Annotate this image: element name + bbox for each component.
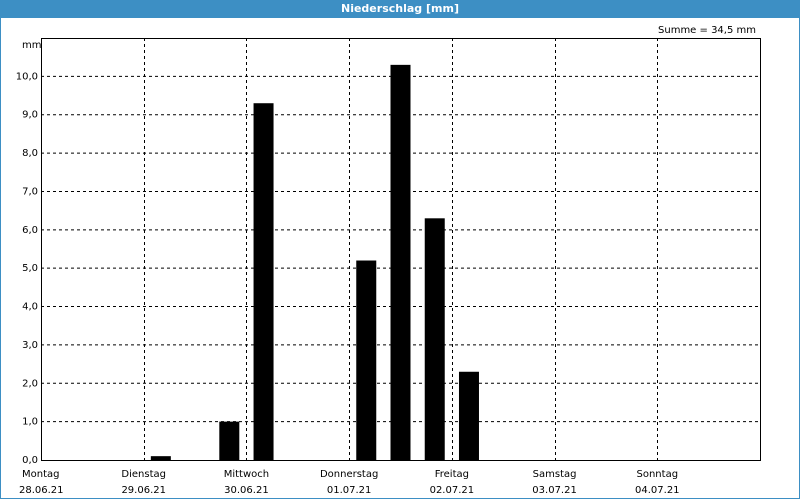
x-tick-date-0: 28.06.21 xyxy=(19,485,64,496)
y-tick-label-6: 6,0 xyxy=(22,225,38,236)
grid-lines xyxy=(41,38,760,460)
x-tick-day-1: Dienstag xyxy=(121,469,166,480)
x-tick-day-0: Montag xyxy=(22,469,59,480)
y-tick-label-7: 7,0 xyxy=(22,186,38,197)
plot-border xyxy=(41,38,761,461)
x-tick-date-1: 29.06.21 xyxy=(121,485,166,496)
y-tick-label-5: 5,0 xyxy=(22,263,38,274)
y-tick-labels: 0,0 1,0 2,0 3,0 4,0 5,0 6,0 7,0 8,0 9,0 10,0 xyxy=(16,71,38,466)
precipitation-sum: Summe = 34,5 mm xyxy=(658,25,756,36)
bar-3 xyxy=(150,456,171,460)
bar-12 xyxy=(458,371,479,460)
y-tick-label-9: 9,0 xyxy=(22,110,38,121)
x-tick-day-6: Sonntag xyxy=(637,469,679,480)
bar-9 xyxy=(356,260,377,460)
x-tick-labels: Montag 28.06.21 Dienstag 29.06.21 Mittwoch 30… xyxy=(19,469,680,496)
y-tick-label-1: 1,0 xyxy=(22,417,38,428)
bar-11 xyxy=(424,218,445,460)
x-tick-day-5: Samstag xyxy=(533,469,577,480)
x-tick-day-4: Freitag xyxy=(435,469,469,480)
y-tick-label-4: 4,0 xyxy=(22,302,38,313)
bar-10 xyxy=(390,64,411,460)
x-tick-date-3: 01.07.21 xyxy=(327,485,372,496)
bars xyxy=(150,64,479,460)
x-tick-date-6: 04.07.21 xyxy=(635,485,680,496)
y-tick-label-2: 2,0 xyxy=(22,378,38,389)
x-tick-date-2: 30.06.21 xyxy=(224,485,269,496)
bar-6 xyxy=(253,103,274,460)
y-tick-label-0: 0,0 xyxy=(22,455,38,466)
y-tick-label-8: 8,0 xyxy=(22,148,38,159)
y-tick-label-3: 3,0 xyxy=(22,340,38,351)
x-tick-day-3: Donnerstag xyxy=(320,469,378,480)
x-tick-day-2: Mittwoch xyxy=(224,469,269,480)
bar-5 xyxy=(219,421,240,460)
y-axis-unit: mm xyxy=(22,40,42,51)
x-tick-date-4: 02.07.21 xyxy=(430,485,475,496)
y-tick-label-10: 10,0 xyxy=(16,71,38,82)
chart-title: Niederschlag [mm] xyxy=(0,0,800,18)
x-tick-date-5: 03.07.21 xyxy=(532,485,577,496)
